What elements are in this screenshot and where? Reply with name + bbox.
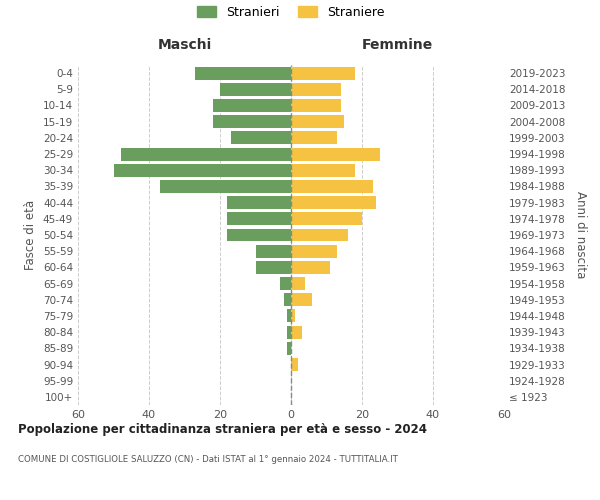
Bar bbox=[280, 277, 291, 290]
Bar bbox=[291, 99, 341, 112]
Bar bbox=[291, 66, 355, 80]
Bar bbox=[291, 132, 337, 144]
Bar bbox=[256, 244, 291, 258]
Bar bbox=[291, 228, 348, 241]
Bar bbox=[195, 66, 291, 80]
Bar bbox=[287, 342, 291, 355]
Bar bbox=[291, 326, 302, 338]
Bar bbox=[227, 228, 291, 241]
Bar bbox=[284, 294, 291, 306]
Bar bbox=[291, 115, 344, 128]
Bar bbox=[213, 115, 291, 128]
Bar bbox=[287, 326, 291, 338]
Bar bbox=[213, 99, 291, 112]
Y-axis label: Anni di nascita: Anni di nascita bbox=[574, 192, 587, 278]
Bar bbox=[291, 244, 337, 258]
Bar bbox=[227, 212, 291, 226]
Bar bbox=[113, 164, 291, 176]
Bar bbox=[291, 310, 295, 322]
Bar bbox=[287, 310, 291, 322]
Y-axis label: Fasce di età: Fasce di età bbox=[25, 200, 37, 270]
Bar bbox=[227, 196, 291, 209]
Bar bbox=[291, 212, 362, 226]
Text: Femmine: Femmine bbox=[362, 38, 433, 52]
Bar bbox=[291, 358, 298, 371]
Legend: Stranieri, Straniere: Stranieri, Straniere bbox=[191, 0, 391, 25]
Text: Popolazione per cittadinanza straniera per età e sesso - 2024: Popolazione per cittadinanza straniera p… bbox=[18, 422, 427, 436]
Bar bbox=[291, 277, 305, 290]
Bar bbox=[291, 148, 380, 160]
Bar bbox=[291, 196, 376, 209]
Bar bbox=[291, 294, 313, 306]
Text: COMUNE DI COSTIGLIOLE SALUZZO (CN) - Dati ISTAT al 1° gennaio 2024 - TUTTITALIA.: COMUNE DI COSTIGLIOLE SALUZZO (CN) - Dat… bbox=[18, 455, 398, 464]
Bar bbox=[291, 180, 373, 193]
Bar bbox=[256, 261, 291, 274]
Bar bbox=[230, 132, 291, 144]
Bar bbox=[291, 83, 341, 96]
Bar bbox=[160, 180, 291, 193]
Text: Maschi: Maschi bbox=[157, 38, 212, 52]
Bar bbox=[291, 261, 330, 274]
Bar bbox=[291, 164, 355, 176]
Bar bbox=[220, 83, 291, 96]
Bar bbox=[121, 148, 291, 160]
